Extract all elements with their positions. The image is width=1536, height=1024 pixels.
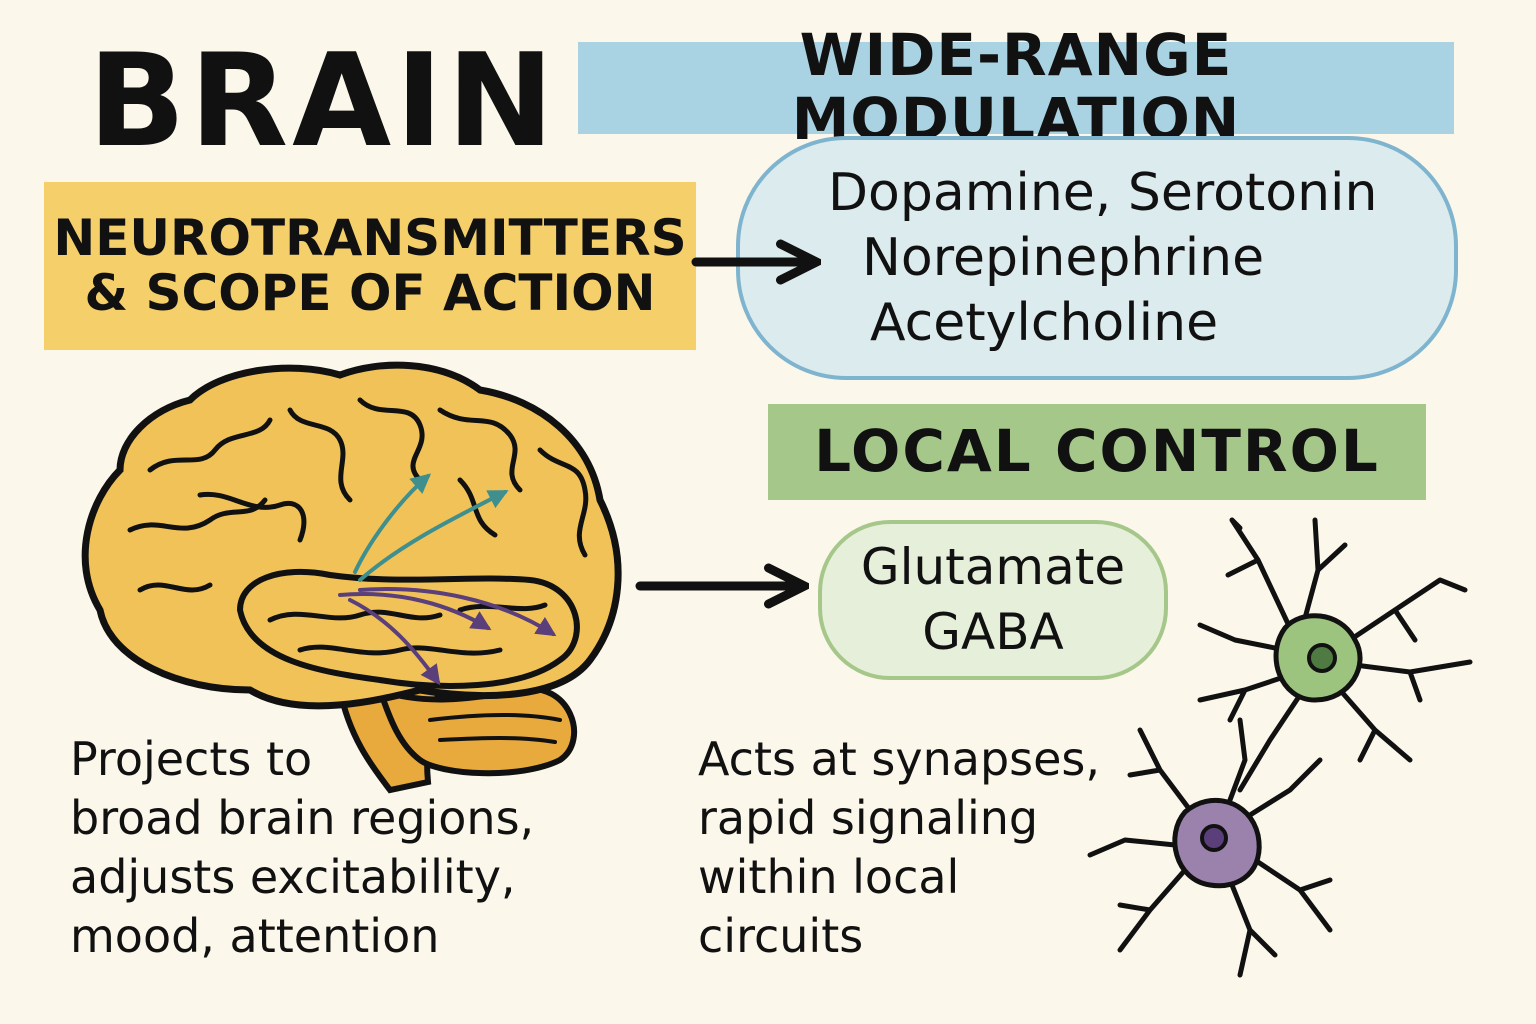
caption-line: broad brain regions, [70, 790, 535, 845]
brain-illustration [81, 361, 622, 794]
page-title: BRAIN [88, 27, 558, 176]
caption-local: Acts at synapses, rapid signaling within… [698, 730, 1100, 966]
temporal-lobe [236, 569, 580, 689]
caption-line: Acts at synapses, [698, 732, 1101, 786]
local-control-heading: LOCAL CONTROL [768, 404, 1426, 500]
wide-range-item: Norepinephrine [862, 227, 1265, 288]
wide-range-item: Acetylcholine [870, 292, 1219, 353]
caption-wide-range: Projects to broad brain regions, adjusts… [70, 730, 534, 966]
caption-line: within local [698, 849, 960, 904]
caption-line: circuits [698, 908, 864, 963]
local-item: Glutamate [860, 538, 1126, 596]
caption-line: mood, attention [70, 908, 440, 963]
local-item: GABA [922, 603, 1064, 661]
caption-line: rapid signaling [698, 790, 1039, 845]
wide-range-item: Dopamine, Serotonin [828, 162, 1378, 223]
local-list: Glutamate GABA [818, 520, 1168, 680]
caption-line: Projects to [70, 732, 313, 786]
category-line-1: NEUROTRANSMITTERS [53, 209, 687, 267]
wide-range-list: Dopamine, Serotonin Norepinephrine Acety… [736, 136, 1458, 380]
category-banner: NEUROTRANSMITTERS & SCOPE OF ACTION [44, 182, 696, 350]
caption-line: adjusts excitability, [70, 849, 516, 904]
category-line-2: & SCOPE OF ACTION [84, 264, 656, 322]
neuron-green-icon [1197, 517, 1473, 793]
neuron-purple-icon [1087, 717, 1333, 978]
